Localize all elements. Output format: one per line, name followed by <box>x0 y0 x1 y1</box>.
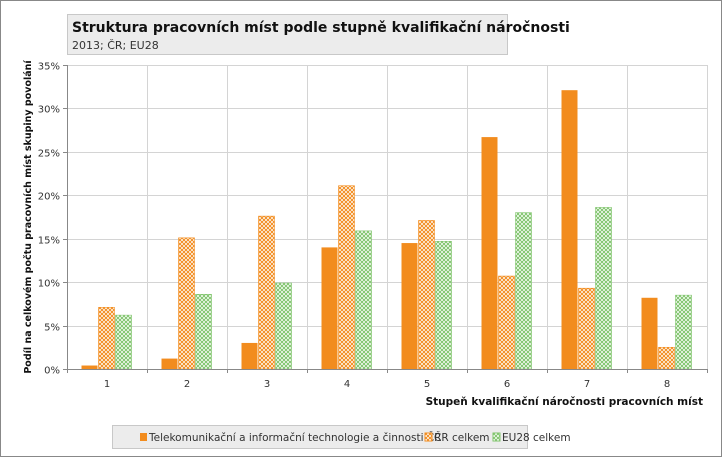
bar-1-cat-5 <box>401 243 418 369</box>
x-tick-label: 6 <box>504 379 510 390</box>
bar-3-cat-7 <box>595 207 612 370</box>
y-tick-label: 10% <box>38 279 60 290</box>
bar-1-cat-6 <box>481 137 498 369</box>
x-tick-label: 7 <box>584 379 590 390</box>
bar-2-cat-2 <box>178 237 195 370</box>
bar-3-cat-1 <box>115 314 132 370</box>
bar-3-cat-5 <box>435 241 452 370</box>
x-tick-label: 4 <box>344 379 350 390</box>
legend <box>112 425 528 449</box>
chart-title: Struktura pracovních míst podle stupně k… <box>72 20 570 36</box>
bar-1-cat-4 <box>321 247 338 369</box>
bar-3-cat-4 <box>355 230 372 370</box>
bar-3-cat-6 <box>515 212 532 370</box>
y-tick-label: 5% <box>44 323 60 334</box>
bar-2-cat-7 <box>578 287 595 370</box>
bar-2-cat-4 <box>338 185 355 370</box>
x-tick-label: 3 <box>264 379 270 390</box>
y-tick-label: 25% <box>38 149 60 160</box>
y-tick-label: 20% <box>38 192 60 203</box>
bar-2-cat-1 <box>98 307 115 370</box>
x-tick-label: 1 <box>104 379 110 390</box>
bar-1-cat-7 <box>561 90 578 369</box>
legend-label-3: EU28 celkem <box>502 432 571 444</box>
x-tick-label: 5 <box>424 379 430 390</box>
title-box <box>67 14 508 55</box>
y-tick-label: 0% <box>44 366 60 377</box>
x-tick-label: 2 <box>184 379 190 390</box>
bar-2-cat-3 <box>258 215 275 370</box>
bar-1-cat-8 <box>641 297 658 369</box>
y-tick-label: 15% <box>38 236 60 247</box>
x-axis-label: Stupeň kvalifikační náročnosti pracovníc… <box>426 396 703 408</box>
y-tick-label: 35% <box>38 62 60 73</box>
chart-subtitle: 2013; ČR; EU28 <box>72 39 159 52</box>
x-tick-label: 8 <box>664 379 670 390</box>
legend-swatch-1 <box>140 433 147 441</box>
y-tick-label: 30% <box>38 105 60 116</box>
legend-swatch-3 <box>492 432 501 442</box>
bar-3-cat-8 <box>675 294 692 370</box>
legend-swatch-2 <box>424 432 433 442</box>
legend-label-2: ČR celkem <box>434 431 490 444</box>
bar-1-cat-1 <box>81 365 98 369</box>
bar-2-cat-8 <box>658 346 675 370</box>
bar-3-cat-3 <box>275 282 292 370</box>
bar-2-cat-5 <box>418 220 435 370</box>
bar-1-cat-2 <box>161 358 178 369</box>
bar-3-cat-2 <box>195 294 212 370</box>
y-axis-label: Podíl na celkovém počtu pracovních míst … <box>23 60 34 374</box>
bar-1-cat-3 <box>241 342 258 369</box>
legend-label-1: Telekomunikační a informační technologie… <box>148 431 441 444</box>
bar-2-cat-6 <box>498 275 515 370</box>
